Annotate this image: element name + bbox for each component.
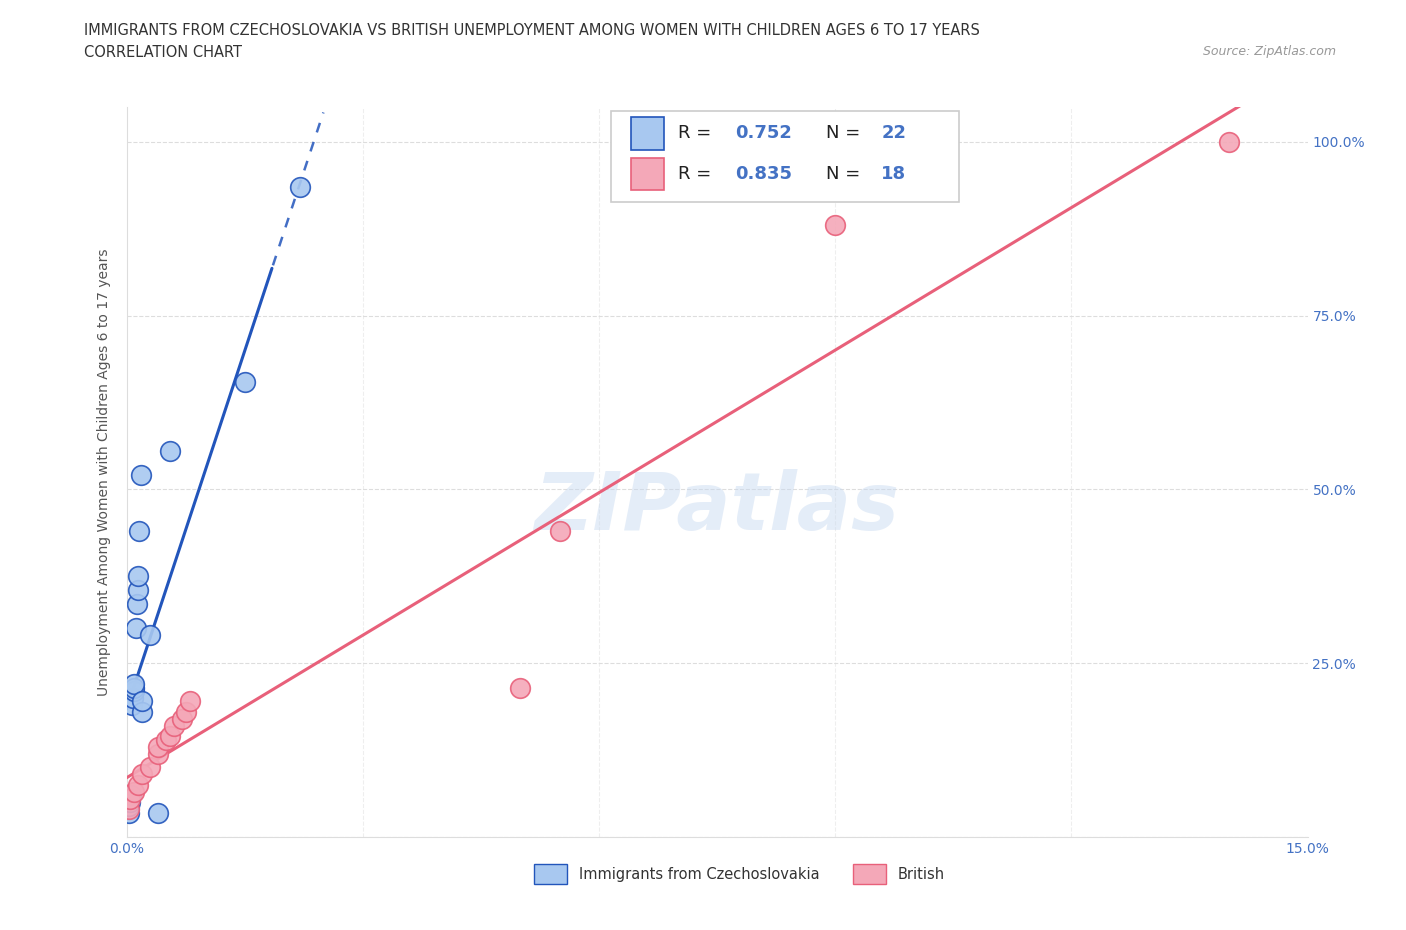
- Point: [118, 805, 141, 820]
- Point: [131, 767, 153, 782]
- Bar: [631, 117, 664, 150]
- Point: [129, 468, 152, 483]
- Text: 22: 22: [882, 125, 907, 142]
- Point: [139, 760, 162, 775]
- Point: [127, 583, 149, 598]
- Point: [509, 680, 531, 695]
- Text: Source: ZipAtlas.com: Source: ZipAtlas.com: [1202, 45, 1336, 58]
- Text: N =: N =: [825, 165, 866, 183]
- Y-axis label: Unemployment Among Women with Children Ages 6 to 17 years: Unemployment Among Women with Children A…: [97, 248, 111, 696]
- Point: [127, 569, 149, 584]
- Point: [288, 179, 311, 194]
- Point: [131, 704, 153, 719]
- Point: [146, 739, 169, 754]
- Point: [120, 791, 142, 806]
- Point: [159, 729, 181, 744]
- Text: British: British: [898, 867, 945, 882]
- Text: IMMIGRANTS FROM CZECHOSLOVAKIA VS BRITISH UNEMPLOYMENT AMONG WOMEN WITH CHILDREN: IMMIGRANTS FROM CZECHOSLOVAKIA VS BRITIS…: [84, 23, 980, 38]
- Point: [125, 597, 148, 612]
- Point: [163, 718, 186, 733]
- Point: [118, 802, 141, 817]
- Text: ZIPatlas: ZIPatlas: [534, 470, 900, 548]
- Text: Immigrants from Czechoslovakia: Immigrants from Czechoslovakia: [579, 867, 820, 882]
- Point: [128, 524, 150, 538]
- Point: [548, 524, 571, 538]
- Point: [1218, 134, 1240, 149]
- Point: [120, 788, 142, 803]
- Bar: [631, 158, 664, 190]
- Point: [233, 374, 256, 389]
- Bar: [534, 864, 567, 884]
- Point: [118, 798, 141, 813]
- Point: [124, 677, 146, 692]
- Text: CORRELATION CHART: CORRELATION CHART: [84, 45, 242, 60]
- Point: [127, 777, 149, 792]
- Text: 18: 18: [882, 165, 907, 183]
- Point: [146, 746, 169, 761]
- Point: [121, 690, 143, 705]
- Point: [122, 684, 145, 698]
- Point: [155, 732, 177, 747]
- Point: [139, 628, 162, 643]
- Text: N =: N =: [825, 125, 866, 142]
- Point: [179, 694, 201, 709]
- Point: [124, 784, 146, 799]
- Point: [120, 795, 142, 810]
- Text: 0.835: 0.835: [735, 165, 792, 183]
- Text: 0.752: 0.752: [735, 125, 792, 142]
- Point: [125, 621, 148, 636]
- Bar: [853, 864, 886, 884]
- FancyBboxPatch shape: [610, 111, 959, 202]
- Text: R =: R =: [678, 125, 717, 142]
- Point: [124, 680, 146, 695]
- Point: [159, 444, 181, 458]
- Text: R =: R =: [678, 165, 717, 183]
- Point: [131, 694, 153, 709]
- Point: [170, 711, 193, 726]
- Point: [121, 698, 143, 712]
- Point: [174, 704, 197, 719]
- Point: [146, 805, 169, 820]
- Point: [824, 218, 846, 232]
